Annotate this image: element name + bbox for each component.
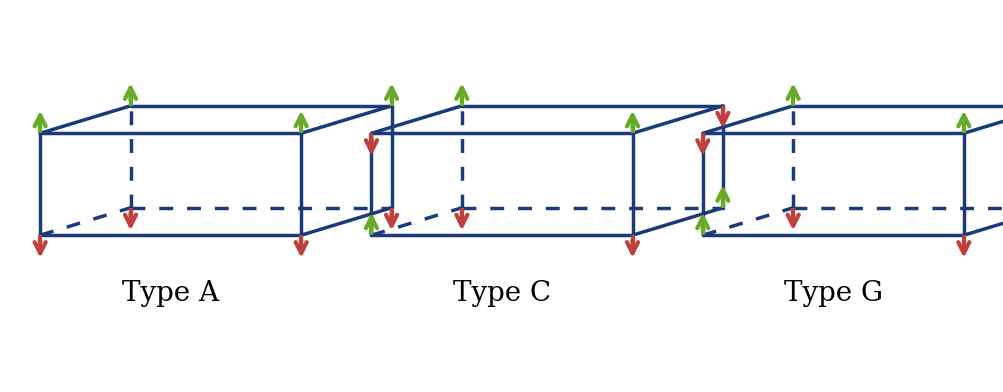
Text: Type G: Type G: [783, 280, 882, 307]
Text: Type A: Type A: [122, 280, 219, 307]
Text: Type C: Type C: [452, 280, 551, 307]
